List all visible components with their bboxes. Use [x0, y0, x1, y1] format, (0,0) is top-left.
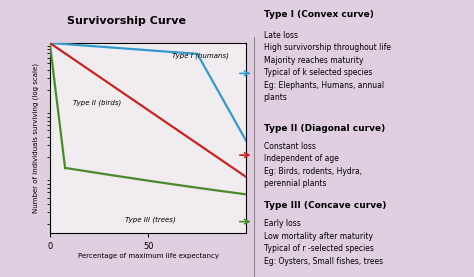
- Text: Type III (trees): Type III (trees): [125, 216, 175, 223]
- Text: Type III (Concave curve): Type III (Concave curve): [264, 201, 386, 210]
- Text: Late loss
High survivorship throughout life
Majority reaches maturity
Typical of: Late loss High survivorship throughout l…: [264, 31, 391, 102]
- Text: Survivorship Curve: Survivorship Curve: [67, 16, 186, 27]
- Text: Type II (birds): Type II (birds): [73, 100, 122, 106]
- Text: Type I (Convex curve): Type I (Convex curve): [264, 10, 374, 19]
- Text: Early loss
Low mortality after maturity
Typical of r -selected species
Eg: Oyste: Early loss Low mortality after maturity …: [264, 219, 383, 266]
- Text: Constant loss
Independent of age
Eg: Birds, rodents, Hydra,
perennial plants: Constant loss Independent of age Eg: Bir…: [264, 142, 362, 188]
- X-axis label: Percentage of maximum life expectancy: Percentage of maximum life expectancy: [78, 253, 219, 260]
- Text: Type I (humans): Type I (humans): [172, 53, 228, 59]
- Y-axis label: Number of individuals surviving (log scale): Number of individuals surviving (log sca…: [33, 63, 39, 213]
- Text: Type II (Diagonal curve): Type II (Diagonal curve): [264, 124, 385, 133]
